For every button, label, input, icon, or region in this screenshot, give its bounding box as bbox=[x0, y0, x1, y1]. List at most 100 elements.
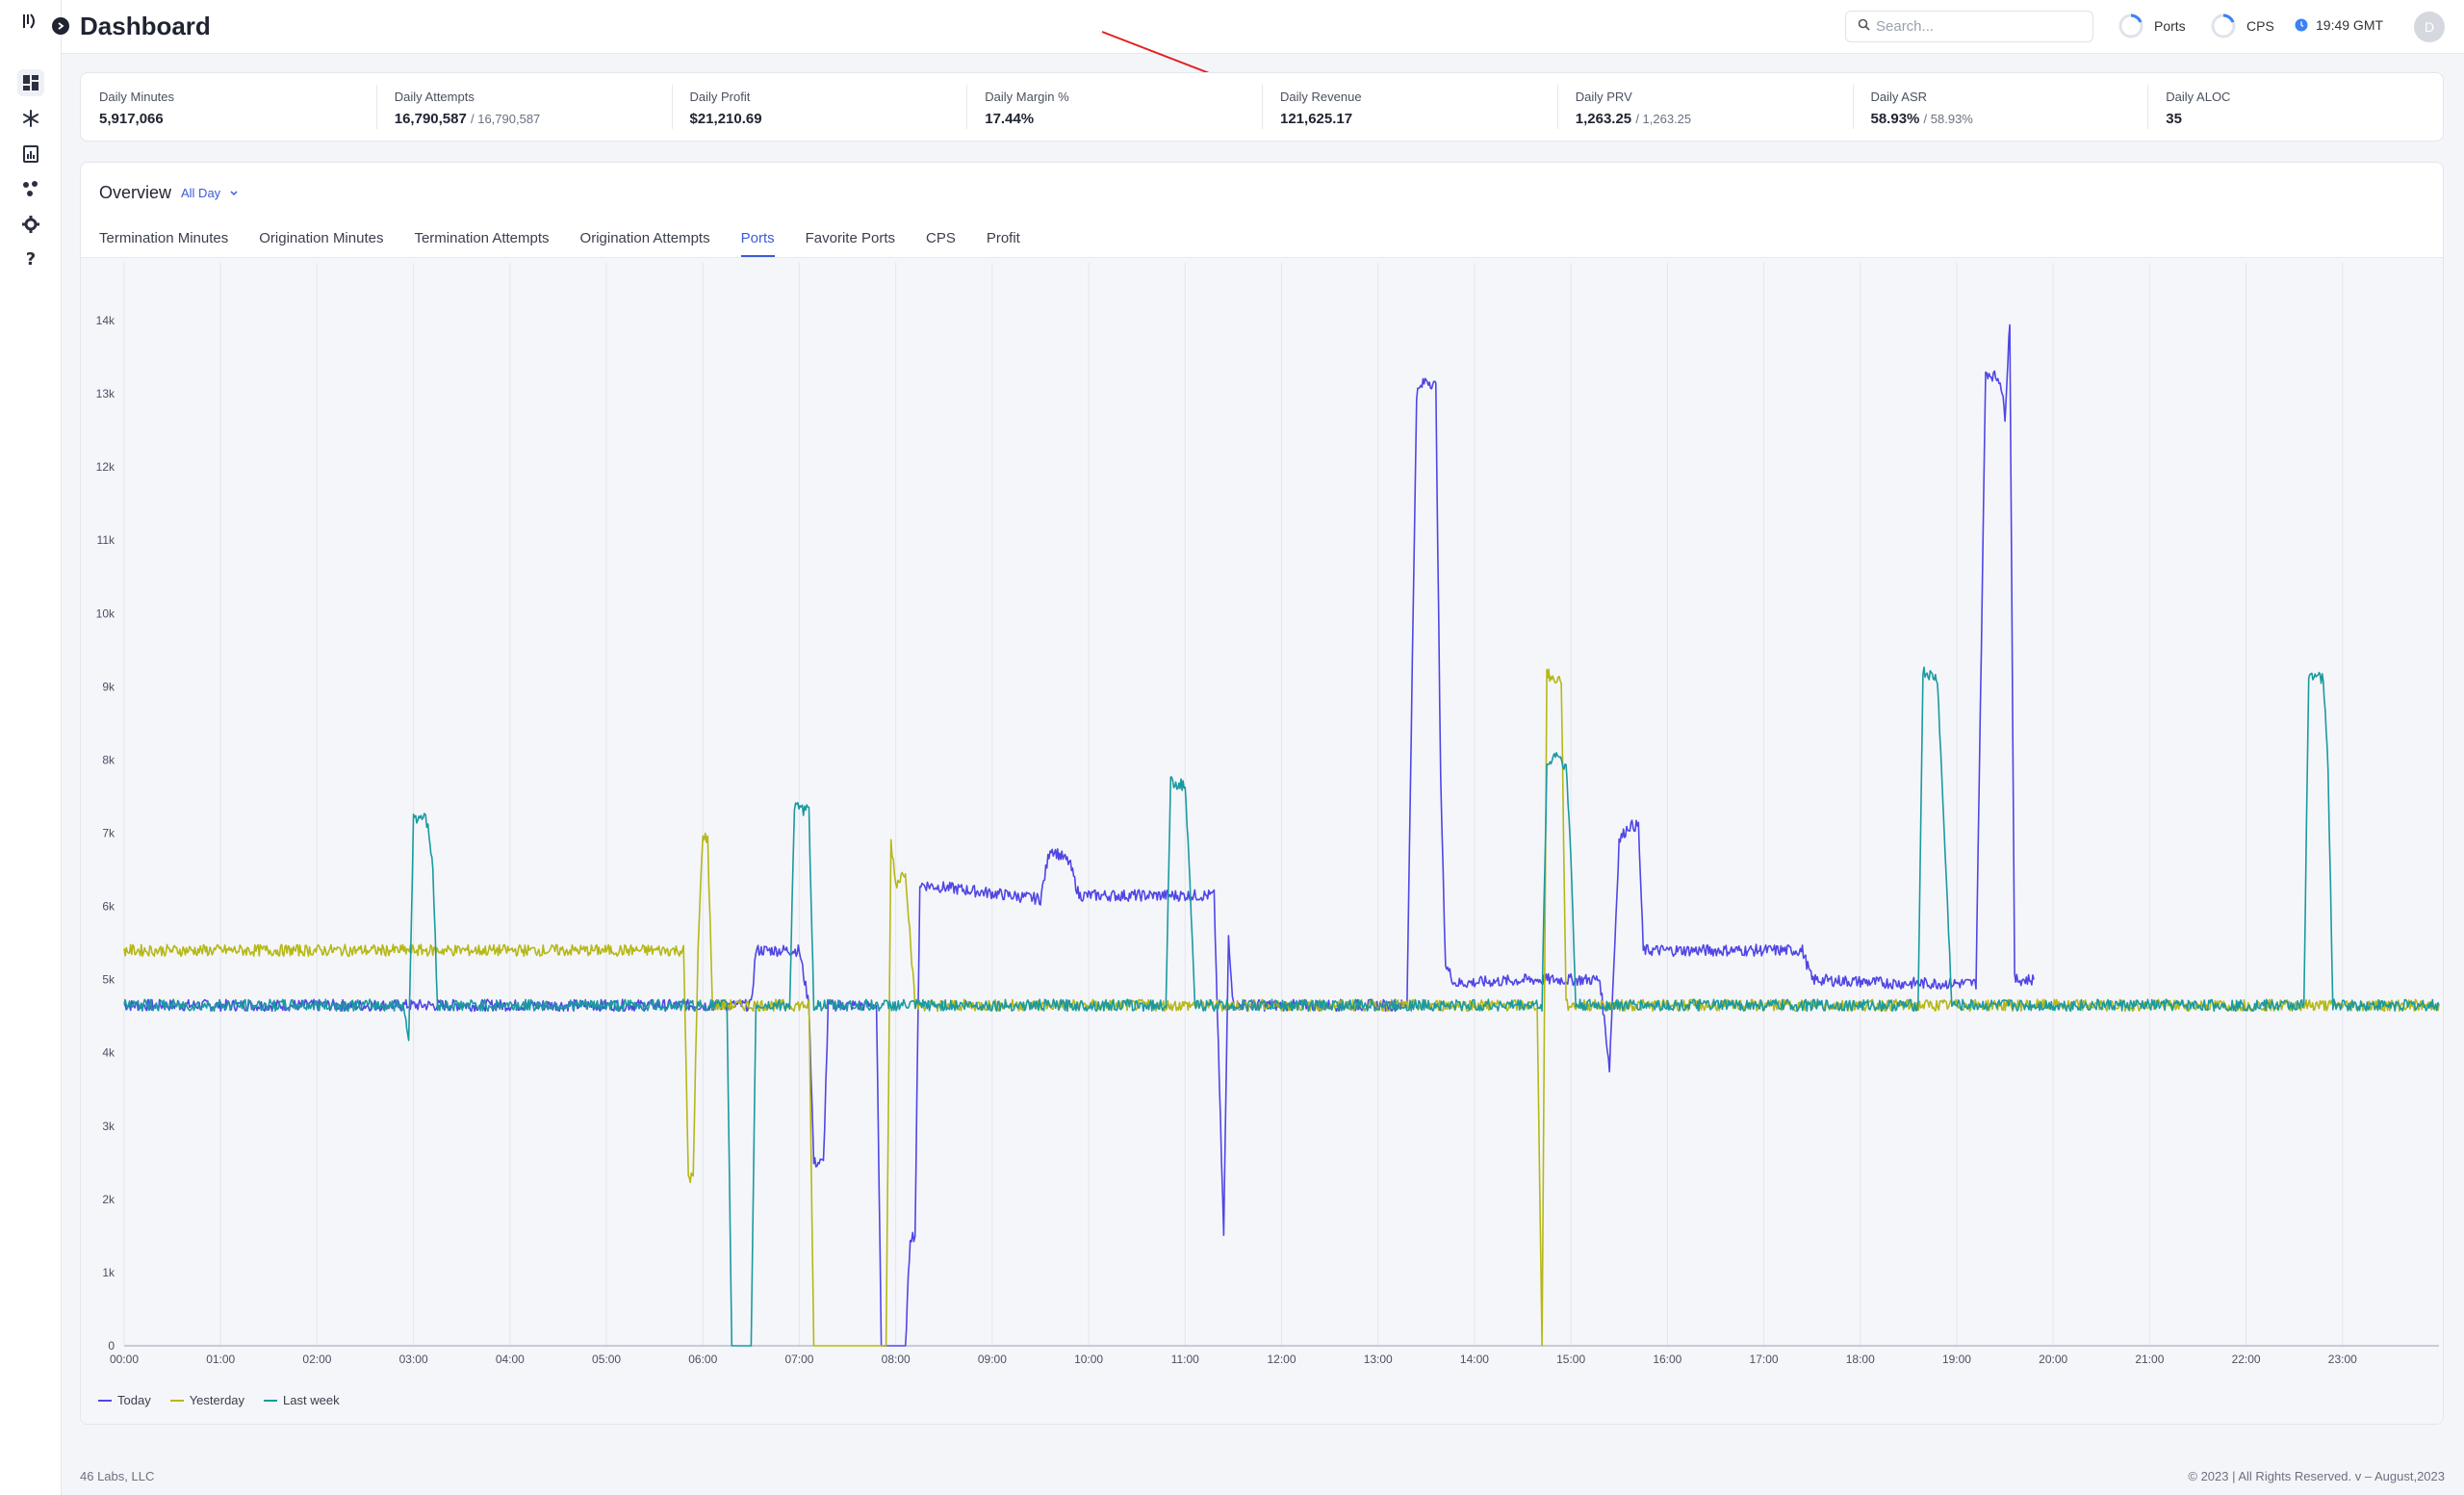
ports-gauge-icon bbox=[2118, 13, 2143, 39]
page-title: Dashboard bbox=[80, 12, 211, 40]
stat-label: Daily PRV bbox=[1575, 90, 1632, 104]
stat-value: 121,625.17 bbox=[1280, 111, 1353, 127]
stat-value: 5,917,066 bbox=[99, 111, 164, 127]
x-tick-label: 19:00 bbox=[1942, 1353, 1971, 1366]
x-tick-label: 11:00 bbox=[1171, 1353, 1199, 1366]
stats-bar: Daily Minutes 5,917,066 Daily Attempts 1… bbox=[80, 72, 2444, 142]
chart-area: 00:00 01:00 02:00 03:00 04:00 05:00 06:00 07:00… bbox=[81, 258, 2443, 1424]
x-tick-label: 01:00 bbox=[206, 1353, 235, 1366]
legend-label: Yesterday bbox=[189, 1393, 245, 1407]
range-dropdown[interactable]: All Day bbox=[181, 186, 238, 200]
legend-item-last-week[interactable]: Last week bbox=[264, 1393, 340, 1407]
legend-label: Last week bbox=[283, 1393, 340, 1407]
tab-ports[interactable]: Ports bbox=[740, 230, 775, 258]
stat-daily-prv: Daily PRV 1,263.25 / 1,263.25 bbox=[1556, 73, 1853, 141]
x-tick-label: 03:00 bbox=[399, 1353, 428, 1366]
legend-item-today[interactable]: Today bbox=[98, 1393, 151, 1407]
footer-copyright: © 2023 | All Rights Reserved. v – August… bbox=[2188, 1469, 2445, 1483]
user-avatar[interactable]: D bbox=[2414, 12, 2445, 42]
search-input[interactable] bbox=[1876, 18, 2068, 35]
legend-label: Today bbox=[117, 1393, 151, 1407]
stat-sub-value: / 1,263.25 bbox=[1635, 112, 1692, 126]
x-tick-label: 17:00 bbox=[1750, 1353, 1779, 1366]
ports-line-chart[interactable]: 00:00 01:00 02:00 03:00 04:00 05:00 06:00 07:00… bbox=[81, 258, 2443, 1394]
y-tick-label: 9k bbox=[102, 680, 116, 693]
overview-tabs: Termination Minutes Origination Minutes … bbox=[99, 230, 1051, 258]
y-tick-label: 14k bbox=[96, 314, 116, 327]
collapse-sidebar-button[interactable] bbox=[52, 17, 69, 35]
stat-daily-aloc: Daily ALOC 35 bbox=[2147, 73, 2443, 141]
network-icon[interactable] bbox=[17, 175, 44, 202]
stat-value: 58.93% / 58.93% bbox=[1870, 111, 1973, 127]
x-tick-label: 13:00 bbox=[1364, 1353, 1393, 1366]
tab-origination-minutes[interactable]: Origination Minutes bbox=[259, 230, 384, 246]
y-tick-label: 1k bbox=[102, 1266, 116, 1279]
x-tick-label: 06:00 bbox=[688, 1353, 717, 1366]
x-tick-label: 05:00 bbox=[592, 1353, 621, 1366]
chevron-down-icon bbox=[230, 190, 238, 195]
stat-value: $21,210.69 bbox=[689, 111, 762, 127]
stat-label: Daily Minutes bbox=[99, 90, 175, 104]
series-line-last-week bbox=[123, 666, 2440, 1347]
tab-profit[interactable]: Profit bbox=[986, 230, 1020, 246]
y-tick-label: 5k bbox=[102, 973, 116, 987]
legend-swatch bbox=[98, 1399, 112, 1402]
tab-favorite-ports[interactable]: Favorite Ports bbox=[805, 230, 895, 246]
y-tick-label: 6k bbox=[102, 900, 116, 914]
stat-label: Daily Profit bbox=[689, 90, 751, 104]
stat-label: Daily Margin % bbox=[985, 90, 1069, 104]
ports-label: Ports bbox=[2154, 18, 2186, 34]
help-icon[interactable]: ? bbox=[25, 248, 37, 270]
tab-termination-attempts[interactable]: Termination Attempts bbox=[414, 230, 550, 246]
x-tick-label: 14:00 bbox=[1460, 1353, 1489, 1366]
x-tick-label: 16:00 bbox=[1653, 1353, 1681, 1366]
stat-daily-profit: Daily Profit $21,210.69 bbox=[671, 73, 967, 141]
stat-daily-attempts: Daily Attempts 16,790,587 / 16,790,587 bbox=[375, 73, 672, 141]
cps-label: CPS bbox=[2246, 18, 2274, 34]
x-tick-label: 08:00 bbox=[882, 1353, 911, 1366]
stat-value: 35 bbox=[2166, 111, 2182, 127]
x-tick-label: 04:00 bbox=[496, 1353, 525, 1366]
x-tick-label: 20:00 bbox=[2039, 1353, 2067, 1366]
stat-label: Daily Attempts bbox=[394, 90, 475, 104]
gear-icon[interactable] bbox=[17, 211, 44, 238]
stat-label: Daily Revenue bbox=[1280, 90, 1362, 104]
stat-value: 1,263.25 / 1,263.25 bbox=[1575, 111, 1692, 127]
tab-origination-attempts[interactable]: Origination Attempts bbox=[579, 230, 710, 246]
x-tick-label: 07:00 bbox=[784, 1353, 813, 1366]
y-tick-label: 4k bbox=[102, 1046, 116, 1060]
stat-daily-margin: Daily Margin % 17.44% bbox=[966, 73, 1262, 141]
stat-sub-value: / 58.93% bbox=[1923, 112, 1973, 126]
x-tick-label: 23:00 bbox=[2328, 1353, 2357, 1366]
legend-swatch bbox=[264, 1399, 278, 1402]
dashboard-icon[interactable] bbox=[17, 69, 44, 96]
legend-item-yesterday[interactable]: Yesterday bbox=[169, 1393, 245, 1407]
stat-value: 16,790,587 / 16,790,587 bbox=[394, 111, 541, 127]
series-line-today bbox=[123, 323, 2035, 1347]
y-tick-label: 7k bbox=[102, 827, 116, 840]
search-field[interactable] bbox=[1845, 11, 2093, 42]
report-icon[interactable] bbox=[17, 141, 44, 168]
tab-cps[interactable]: CPS bbox=[926, 230, 956, 246]
stat-sub-value: / 16,790,587 bbox=[471, 112, 541, 126]
y-tick-label: 2k bbox=[102, 1193, 116, 1206]
x-tick-label: 02:00 bbox=[302, 1353, 331, 1366]
tab-divider bbox=[81, 257, 2443, 258]
x-tick-label: 12:00 bbox=[1267, 1353, 1296, 1366]
stat-label: Daily ASR bbox=[1870, 90, 1928, 104]
cps-indicator[interactable]: CPS bbox=[2210, 13, 2274, 39]
x-tick-label: 09:00 bbox=[978, 1353, 1007, 1366]
y-tick-label: 12k bbox=[96, 460, 116, 474]
overview-card: Overview All Day Termination Minutes Ori… bbox=[80, 162, 2444, 1425]
y-tick-label: 3k bbox=[102, 1120, 116, 1133]
asterisk-icon[interactable] bbox=[17, 105, 44, 132]
current-time: 19:49 GMT bbox=[2316, 17, 2384, 33]
ports-indicator[interactable]: Ports bbox=[2118, 13, 2186, 39]
clock-icon bbox=[2295, 18, 2308, 32]
y-tick-label: 10k bbox=[96, 606, 116, 620]
brand-logo[interactable] bbox=[21, 13, 42, 35]
tab-termination-minutes[interactable]: Termination Minutes bbox=[99, 230, 229, 246]
y-tick-label: 11k bbox=[97, 533, 116, 547]
stat-daily-revenue: Daily Revenue 121,625.17 bbox=[1262, 73, 1557, 141]
overview-title: Overview bbox=[99, 183, 172, 202]
